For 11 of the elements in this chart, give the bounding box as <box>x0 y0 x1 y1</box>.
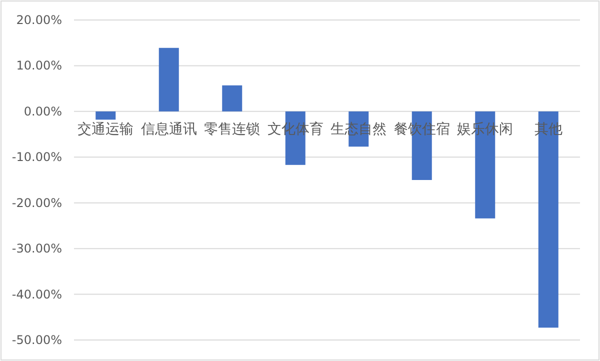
x-tick-label: 零售连锁 <box>204 121 260 138</box>
y-tick-label: -30.00% <box>12 242 62 256</box>
y-tick-label: -10.00% <box>12 150 62 164</box>
y-tick-label: 0.00% <box>24 104 62 118</box>
y-tick-label: 20.00% <box>16 13 62 27</box>
x-tick-label: 交通运输 <box>78 121 134 138</box>
y-tick-label: -40.00% <box>12 287 62 302</box>
x-tick-label: 信息通讯 <box>140 121 197 138</box>
y-tick-label: -20.00% <box>12 196 62 210</box>
y-tick-label: -50.00% <box>12 333 62 347</box>
y-tick-label: 10.00% <box>16 58 62 73</box>
